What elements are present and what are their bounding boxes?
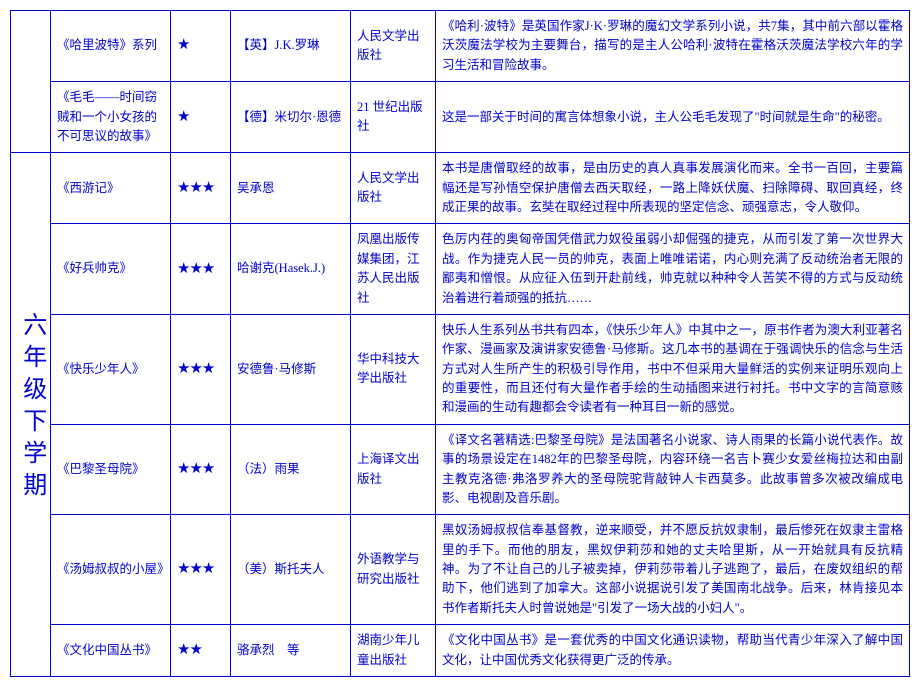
book-publisher: 人民文学出版社	[351, 153, 436, 224]
book-author: 安德鲁·马修斯	[231, 314, 351, 424]
book-title: 《毛毛——时间窃贼和一个小女孩的不可思议的故事》	[51, 82, 171, 153]
book-publisher: 人民文学出版社	[351, 11, 436, 82]
table-row: 《巴黎圣母院》★★★（法）雨果上海译文出版社《译文名著精选:巴黎圣母院》是法国著…	[11, 424, 910, 515]
book-rating: ★★★	[171, 224, 231, 315]
book-author: 吴承恩	[231, 153, 351, 224]
book-title: 《汤姆叔叔的小屋》	[51, 515, 171, 625]
table-row: 《毛毛——时间窃贼和一个小女孩的不可思议的故事》★【德】米切尔·恩德21 世纪出…	[11, 82, 910, 153]
book-publisher: 21 世纪出版社	[351, 82, 436, 153]
book-description: 快乐人生系列丛书共有四本，《快乐少年人》中其中之一，原书作者为澳大利亚著名作家、…	[436, 314, 910, 424]
book-author: 哈谢克(Hasek.J.)	[231, 224, 351, 315]
book-description: 黑奴汤姆叔叔信奉基督教，逆来顺受，并不愿反抗奴隶制，最后惨死在奴隶主雷格里的手下…	[436, 515, 910, 625]
book-author: 【德】米切尔·恩德	[231, 82, 351, 153]
grade-label: 六年级下学期	[11, 153, 51, 677]
table-row: 《汤姆叔叔的小屋》★★★（美）斯托夫人外语教学与研究出版社黑奴汤姆叔叔信奉基督教…	[11, 515, 910, 625]
book-title: 《快乐少年人》	[51, 314, 171, 424]
book-description: 《译文名著精选:巴黎圣母院》是法国著名小说家、诗人雨果的长篇小说代表作。故事的场…	[436, 424, 910, 515]
book-publisher: 上海译文出版社	[351, 424, 436, 515]
book-rating: ★★★	[171, 153, 231, 224]
table-row: 《快乐少年人》★★★安德鲁·马修斯华中科技大学出版社快乐人生系列丛书共有四本，《…	[11, 314, 910, 424]
grade-blank	[11, 11, 51, 153]
book-title: 《巴黎圣母院》	[51, 424, 171, 515]
reading-list-table: 《哈里波特》系列★【英】J.K.罗琳人民文学出版社《哈利·波特》是英国作家J·K…	[10, 10, 910, 677]
book-rating: ★★★	[171, 515, 231, 625]
book-description: 《哈利·波特》是英国作家J·K·罗琳的魔幻文学系列小说，共7集，其中前六部以霍格…	[436, 11, 910, 82]
book-author: （美）斯托夫人	[231, 515, 351, 625]
book-title: 《西游记》	[51, 153, 171, 224]
table-row: 《好兵帅克》★★★哈谢克(Hasek.J.)凤凰出版传媒集团，江苏人民出版社色厉…	[11, 224, 910, 315]
book-rating: ★	[171, 82, 231, 153]
book-publisher: 凤凰出版传媒集团，江苏人民出版社	[351, 224, 436, 315]
book-rating: ★★★	[171, 314, 231, 424]
book-description: 本书是唐僧取经的故事，是由历史的真人真事发展演化而来。全书一百回，主要篇幅还是写…	[436, 153, 910, 224]
table-row: 六年级下学期《西游记》★★★吴承恩人民文学出版社本书是唐僧取经的故事，是由历史的…	[11, 153, 910, 224]
book-author: （法）雨果	[231, 424, 351, 515]
book-title: 《哈里波特》系列	[51, 11, 171, 82]
book-rating: ★	[171, 11, 231, 82]
table-row: 《哈里波特》系列★【英】J.K.罗琳人民文学出版社《哈利·波特》是英国作家J·K…	[11, 11, 910, 82]
book-rating: ★★★	[171, 424, 231, 515]
book-description: 色厉内荏的奥匈帝国凭借武力奴役虽弱小却倔强的捷克，从而引发了第一次世界大战。作为…	[436, 224, 910, 315]
book-publisher: 外语教学与研究出版社	[351, 515, 436, 625]
book-description: 这是一部关于时间的寓言体想象小说，主人公毛毛发现了"时间就是生命"的秘密。	[436, 82, 910, 153]
book-publisher: 华中科技大学出版社	[351, 314, 436, 424]
book-title: 《好兵帅克》	[51, 224, 171, 315]
book-author: 【英】J.K.罗琳	[231, 11, 351, 82]
